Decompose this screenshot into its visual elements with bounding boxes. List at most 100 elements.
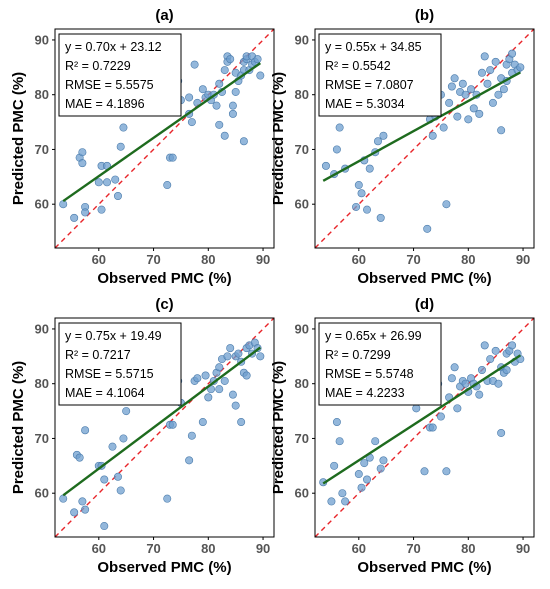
data-point (494, 379, 503, 388)
data-point (234, 349, 243, 358)
data-point (360, 459, 369, 468)
data-point (508, 341, 517, 350)
stats-box-frame (58, 33, 182, 117)
data-point (256, 71, 265, 80)
data-point (81, 208, 90, 217)
stats-line: RMSE = 5.5748 (325, 367, 414, 381)
x-axis-label: Observed PMC (%) (357, 559, 491, 576)
data-point (321, 161, 330, 170)
y-axis-label: Predicted PMC (%) (10, 72, 27, 205)
x-tick-label: 80 (461, 252, 475, 267)
data-point (335, 437, 344, 446)
data-point (464, 115, 473, 124)
data-point (379, 456, 388, 465)
data-point (190, 60, 199, 69)
data-point (75, 453, 84, 462)
data-point (483, 79, 492, 88)
x-tick-label: 60 (352, 252, 366, 267)
x-axis-label: Observed PMC (%) (97, 270, 231, 287)
y-tick-label: 90 (295, 321, 309, 336)
x-axis-label: Observed PMC (%) (357, 270, 491, 287)
x-tick-label: 80 (201, 252, 215, 267)
data-point (78, 148, 87, 157)
y-tick-label: 70 (295, 142, 309, 157)
data-point (428, 423, 437, 432)
data-point (228, 390, 237, 399)
data-point (119, 434, 128, 443)
data-point (332, 145, 341, 154)
data-point (220, 376, 229, 385)
x-tick-label: 90 (256, 252, 270, 267)
data-point (223, 352, 232, 361)
stats-line: y = 0.65x + 26.99 (325, 329, 422, 343)
plot-frame (314, 317, 535, 538)
stats-line: y = 0.70x + 23.12 (65, 40, 162, 54)
plot-area (55, 29, 274, 248)
data-point (113, 472, 122, 481)
data-point (420, 467, 429, 476)
x-axis-label: Observed PMC (%) (97, 559, 231, 576)
data-point (376, 213, 385, 222)
data-point (198, 85, 207, 94)
y-tick-label: 80 (35, 376, 49, 391)
y-tick-label: 90 (35, 321, 49, 336)
plot-frame (54, 317, 275, 538)
data-point (480, 341, 489, 350)
data-point (100, 522, 109, 531)
y-tick-label: 60 (35, 197, 49, 212)
data-point (447, 82, 456, 91)
data-point (376, 464, 385, 473)
panel-title: (c) (155, 296, 173, 313)
fit-line (62, 62, 262, 203)
plot-area (315, 29, 534, 248)
data-point (228, 101, 237, 110)
data-point (108, 442, 117, 451)
data-point (239, 137, 248, 146)
data-point (122, 407, 131, 416)
data-point (486, 355, 495, 364)
data-point (327, 497, 336, 506)
stats-line: RMSE = 5.5575 (65, 78, 154, 92)
data-point (228, 109, 237, 118)
data-point (103, 178, 112, 187)
data-point (204, 393, 213, 402)
identity-line (55, 318, 274, 537)
data-point (486, 66, 495, 75)
y-tick-label: 70 (35, 431, 49, 446)
data-point (371, 437, 380, 446)
data-point (475, 390, 484, 399)
data-point (81, 426, 90, 435)
data-point (480, 52, 489, 61)
data-point (491, 57, 500, 66)
data-point (231, 87, 240, 96)
data-point (168, 420, 177, 429)
chart-panel-d: (d) 60 70 80 90 60 70 80 90 Observed PMC (%) Predi… (270, 296, 535, 576)
data-point (516, 63, 525, 72)
data-point (453, 112, 462, 121)
data-point (338, 489, 347, 498)
data-point (491, 346, 500, 355)
data-point (116, 142, 125, 151)
y-tick-label: 80 (295, 376, 309, 391)
data-point (502, 366, 511, 375)
y-tick-label: 70 (295, 431, 309, 446)
stats-line: R² = 0.7217 (65, 348, 131, 362)
stats-line: R² = 0.7299 (325, 348, 391, 362)
data-point (335, 123, 344, 132)
identity-line (55, 29, 274, 248)
plot-frame (54, 28, 275, 249)
stats-box-frame (58, 322, 182, 406)
data-point (70, 508, 79, 517)
data-point (423, 224, 432, 233)
data-point (59, 494, 68, 503)
data-point (508, 49, 517, 58)
plot-frame (314, 28, 535, 249)
data-point (379, 131, 388, 140)
chart-panel-c: (c) 60 70 80 90 60 70 80 90 Observed PMC (%) Predi… (10, 296, 275, 576)
data-point (497, 428, 506, 437)
y-tick-label: 90 (295, 32, 309, 47)
data-point (163, 181, 172, 190)
y-axis-label: Predicted PMC (%) (270, 361, 287, 494)
data-point (78, 159, 87, 168)
